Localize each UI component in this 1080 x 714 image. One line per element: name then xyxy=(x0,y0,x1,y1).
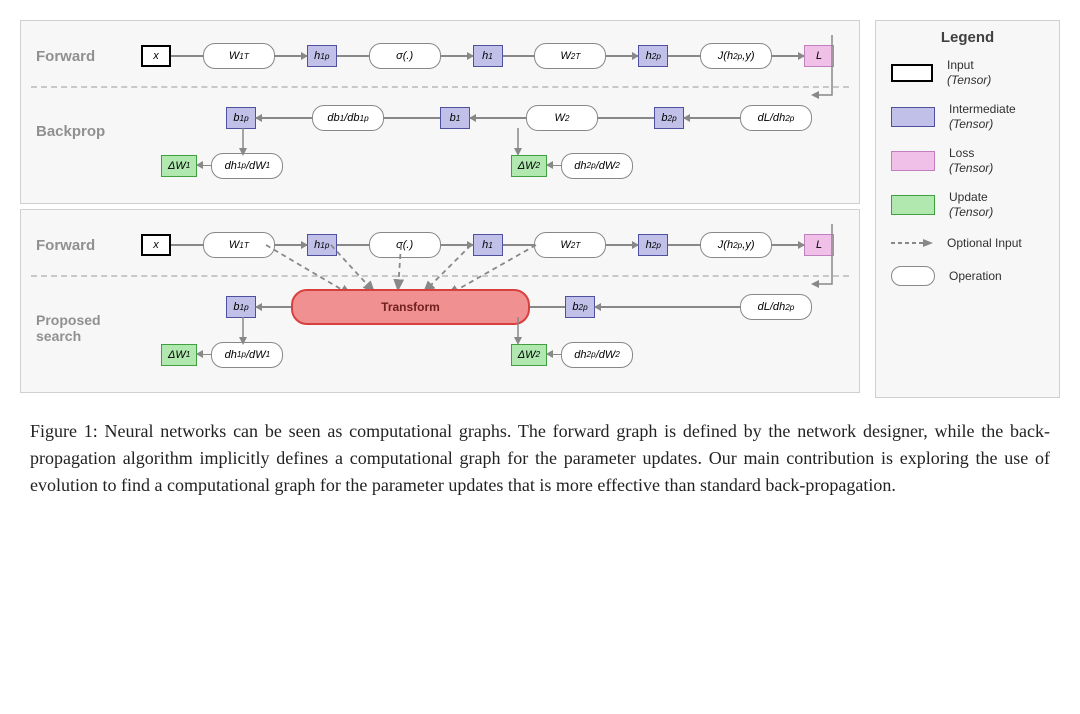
legend-title: Legend xyxy=(891,29,1044,46)
op-dh1pdW1: dh1p/dW1 xyxy=(211,153,283,179)
tensor-x: x xyxy=(141,45,171,67)
proposed-chain-2: ΔW1 dh1p/dW1 ΔW2 dh2p/dW2 xyxy=(141,342,849,368)
op-dh1pdW1-2: dh1p/dW1 xyxy=(211,342,283,368)
legend-loss-text: Loss(Tensor) xyxy=(949,146,993,176)
forward-label-1: Forward xyxy=(31,48,141,65)
legend-intermediate-text: Intermediate(Tensor) xyxy=(949,102,1016,132)
tensor-dW2-2: ΔW2 xyxy=(511,344,547,366)
tensor-h2p-2: h2p xyxy=(638,234,668,256)
op-W2T-2: W2T xyxy=(534,232,606,258)
divider-1 xyxy=(31,86,849,88)
panel-proposed: Forward x W1T h1p σ(.) h1 W2T xyxy=(20,209,860,393)
transform-node: Transform xyxy=(291,289,530,325)
legend-operation-text: Operation xyxy=(949,269,1002,284)
legend-panel: Legend Input(Tensor) Intermediate(Tensor… xyxy=(875,20,1060,398)
tensor-x-2: x xyxy=(141,234,171,256)
proposed-chain-1: b1p Transform b2p dL/dh2p xyxy=(141,289,849,325)
divider-2 xyxy=(31,275,849,277)
forward-chain-1: x W1T h1p σ(.) h1 W2T h2p xyxy=(141,43,849,69)
forward-row-1: Forward x W1T h1p σ(.) h1 W2T xyxy=(31,31,849,81)
proposed-row-2: ΔW1 dh1p/dW1 ΔW2 dh2p/dW2 xyxy=(31,332,849,377)
legend-optional: Optional Input xyxy=(891,234,1044,252)
forward-row-2: Forward x W1T h1p σ(.) h1 W2T xyxy=(31,220,849,270)
tensor-L-2: L xyxy=(804,234,834,256)
tensor-L: L xyxy=(804,45,834,67)
tensor-b1p-2: b1p xyxy=(226,296,256,318)
op-dh2pdW2: dh2p/dW2 xyxy=(561,153,633,179)
tensor-b1: b1 xyxy=(440,107,470,129)
backprop-chain-2: ΔW1 dh1p/dW1 ΔW2 dh2p/dW2 xyxy=(141,153,849,179)
op-sigma: σ(.) xyxy=(369,43,441,69)
backprop-block: Backprop b1p db1/db1p b1 W2 b2p xyxy=(31,93,849,188)
tensor-b2p: b2p xyxy=(654,107,684,129)
legend-input-text: Input(Tensor) xyxy=(947,58,991,88)
legend-optional-text: Optional Input xyxy=(947,236,1022,251)
backprop-row-1: Backprop b1p db1/db1p b1 W2 b2p xyxy=(31,93,849,143)
tensor-h1: h1 xyxy=(473,45,503,67)
tensor-b2p-2: b2p xyxy=(565,296,595,318)
legend-operation: Operation xyxy=(891,266,1044,286)
op-db1: db1/db1p xyxy=(312,105,384,131)
legend-loss: Loss(Tensor) xyxy=(891,146,1044,176)
legend-intermediate: Intermediate(Tensor) xyxy=(891,102,1044,132)
backprop-chain-1: b1p db1/db1p b1 W2 b2p dL/dh2p xyxy=(141,105,849,131)
tensor-b1p: b1p xyxy=(226,107,256,129)
tensor-dW1-2: ΔW1 xyxy=(161,344,197,366)
tensor-dW1: ΔW1 xyxy=(161,155,197,177)
figure-caption: Figure 1: Neural networks can be seen as… xyxy=(20,418,1060,499)
op-dh2pdW2-2: dh2p/dW2 xyxy=(561,342,633,368)
legend-input: Input(Tensor) xyxy=(891,58,1044,88)
op-dLdh2p-2: dL/dh2p xyxy=(740,294,812,320)
op-W2: W2 xyxy=(526,105,598,131)
op-J-2: J(h2p,y) xyxy=(700,232,772,258)
backprop-row-2: ΔW1 dh1p/dW1 ΔW2 dh2p/dW2 xyxy=(31,143,849,188)
figure-container: Forward x W1T h1p σ(.) h1 W2T xyxy=(0,0,1080,519)
panels-column: Forward x W1T h1p σ(.) h1 W2T xyxy=(20,20,860,398)
tensor-h1p: h1p xyxy=(307,45,337,67)
backprop-label: Backprop xyxy=(31,93,141,140)
tensor-h1p-2: h1p xyxy=(307,234,337,256)
legend-update: Update(Tensor) xyxy=(891,190,1044,220)
proposed-block: Proposed search b1p Transform b2p dL/dh2… xyxy=(31,282,849,377)
diagram-area: Forward x W1T h1p σ(.) h1 W2T xyxy=(20,20,1060,398)
op-W2T: W2T xyxy=(534,43,606,69)
op-W1T-2: W1T xyxy=(203,232,275,258)
forward-label-2: Forward xyxy=(31,237,141,254)
proposed-row-1: Proposed search b1p Transform b2p dL/dh2… xyxy=(31,282,849,332)
op-dLdh2p: dL/dh2p xyxy=(740,105,812,131)
tensor-dW2: ΔW2 xyxy=(511,155,547,177)
op-J: J(h2p,y) xyxy=(700,43,772,69)
tensor-h1-2: h1 xyxy=(473,234,503,256)
panel-backprop: Forward x W1T h1p σ(.) h1 W2T xyxy=(20,20,860,204)
legend-update-text: Update(Tensor) xyxy=(949,190,993,220)
op-W1T: W1T xyxy=(203,43,275,69)
op-sigma-2: σ(.) xyxy=(369,232,441,258)
forward-chain-2: x W1T h1p σ(.) h1 W2T h2p xyxy=(141,232,849,258)
tensor-h2p: h2p xyxy=(638,45,668,67)
